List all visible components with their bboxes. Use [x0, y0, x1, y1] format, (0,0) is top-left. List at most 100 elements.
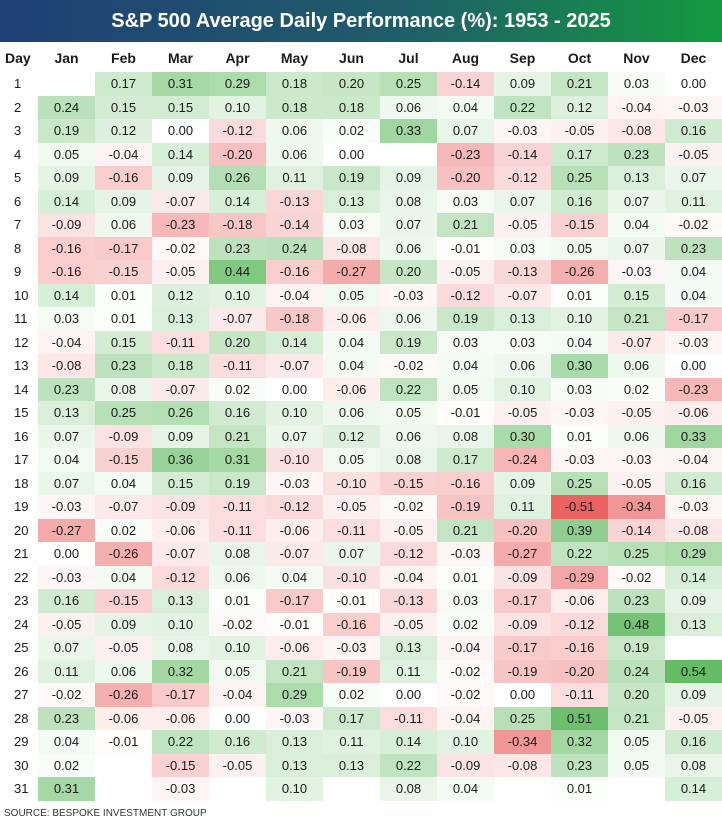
heatmap-cell-apr-26: 0.05: [209, 659, 266, 683]
day-label: 25: [0, 636, 38, 660]
heatmap-cell-jun-2: 0.18: [323, 95, 380, 119]
day-label: 30: [0, 753, 38, 777]
table-row: 21 0.00 -0.26 -0.07 0.08 -0.07 0.07 -0.12 -0.03-…: [0, 542, 722, 566]
table-row: 15 0.13 0.25 0.26 0.16 0.10 0.06 0.05 -0.01 -0.05…: [0, 401, 722, 425]
heatmap-cell-nov-28: 0.21: [608, 706, 665, 730]
heatmap-cell-sep-26: -0.19: [494, 659, 551, 683]
table-row: 27 -0.02 -0.26 -0.17 -0.04 0.29 0.02 0.00 -0.02 0…: [0, 683, 722, 707]
heatmap-cell-jan-24: -0.05: [38, 612, 95, 636]
table-row: 11 0.03 0.01 0.13 -0.07 -0.18 -0.06 0.06 0.19 0.1…: [0, 307, 722, 331]
heatmap-cell-may-17: -0.10: [266, 448, 323, 472]
heatmap-cell-jun-20: -0.11: [323, 518, 380, 542]
heatmap-cell-may-19: -0.12: [266, 495, 323, 519]
heatmap-cell-sep-29: -0.34: [494, 730, 551, 754]
heatmap-cell-oct-4: 0.17: [551, 142, 608, 166]
heatmap-cell-jun-27: 0.02: [323, 683, 380, 707]
heatmap-cell-oct-9: -0.26: [551, 260, 608, 284]
heatmap-cell-jul-12: 0.19: [380, 330, 437, 354]
heatmap-cell-feb-26: 0.06: [95, 659, 152, 683]
table-row: 24 -0.05 0.09 0.10 -0.02 -0.01 -0.16 -0.05 0.02-…: [0, 612, 722, 636]
heatmap-cell-feb-28: -0.06: [95, 706, 152, 730]
heatmap-cell-may-26: 0.21: [266, 659, 323, 683]
heatmap-cell-nov-20: -0.14: [608, 518, 665, 542]
heatmap-cell-oct-8: 0.05: [551, 236, 608, 260]
heatmap-cell-apr-14: 0.02: [209, 377, 266, 401]
heatmap-cell-may-22: 0.04: [266, 565, 323, 589]
heatmap-cell-sep-6: 0.07: [494, 189, 551, 213]
day-label: 18: [0, 471, 38, 495]
heatmap-cell-dec-17: -0.04: [665, 448, 722, 472]
day-label: 20: [0, 518, 38, 542]
heatmap-cell-mar-3: 0.00: [152, 119, 209, 143]
heatmap-cell-dec-14: -0.23: [665, 377, 722, 401]
table-row: 4 0.05 -0.04 0.14 -0.20 0.06 0.00 -0.23 -0.14 0.1…: [0, 142, 722, 166]
table-row: 26 0.11 0.06 0.32 0.05 0.21 -0.19 0.11 -0.02 -0.1…: [0, 659, 722, 683]
heatmap-cell-nov-18: -0.05: [608, 471, 665, 495]
heatmap-cell-oct-1: 0.21: [551, 72, 608, 96]
heatmap-cell-apr-17: 0.31: [209, 448, 266, 472]
heatmap-cell-oct-14: 0.03: [551, 377, 608, 401]
month-header-dec: Dec: [665, 44, 722, 72]
heatmap-cell-sep-4: -0.14: [494, 142, 551, 166]
heatmap-cell-mar-6: -0.07: [152, 189, 209, 213]
heatmap-cell-feb-31: [95, 777, 152, 801]
heatmap-cell-nov-6: 0.07: [608, 189, 665, 213]
heatmap-cell-aug-18: -0.16: [437, 471, 494, 495]
heatmap-cell-jan-9: -0.16: [38, 260, 95, 284]
table-row: 13 -0.08 0.23 0.18 -0.11 -0.07 0.04 -0.02 0.04 0.…: [0, 354, 722, 378]
heatmap-cell-apr-18: 0.19: [209, 471, 266, 495]
heatmap-cell-jan-19: -0.03: [38, 495, 95, 519]
heatmap-cell-aug-16: 0.08: [437, 424, 494, 448]
heatmap-cell-mar-20: -0.06: [152, 518, 209, 542]
heatmap-cell-jul-19: -0.02: [380, 495, 437, 519]
heatmap-cell-dec-16: 0.33: [665, 424, 722, 448]
heatmap-cell-apr-9: 0.44: [209, 260, 266, 284]
heatmap-cell-dec-26: 0.54: [665, 659, 722, 683]
heatmap-cell-aug-29: 0.10: [437, 730, 494, 754]
heatmap-cell-dec-11: -0.17: [665, 307, 722, 331]
heatmap-cell-feb-16: -0.09: [95, 424, 152, 448]
heatmap-cell-nov-11: 0.21: [608, 307, 665, 331]
heatmap-cell-dec-28: -0.05: [665, 706, 722, 730]
day-label: 11: [0, 307, 38, 331]
heatmap-cell-apr-13: -0.11: [209, 354, 266, 378]
heatmap-cell-jan-3: 0.19: [38, 119, 95, 143]
heatmap-cell-nov-8: 0.07: [608, 236, 665, 260]
heatmap-cell-apr-11: -0.07: [209, 307, 266, 331]
heatmap-cell-jan-14: 0.23: [38, 377, 95, 401]
table-row: 5 0.09 -0.16 0.09 0.26 0.11 0.19 0.09 -0.20 -0.12…: [0, 166, 722, 190]
heatmap-cell-jun-30: 0.13: [323, 753, 380, 777]
heatmap-cell-jul-27: 0.00: [380, 683, 437, 707]
heatmap-cell-dec-27: 0.09: [665, 683, 722, 707]
heatmap-cell-jun-28: 0.17: [323, 706, 380, 730]
heatmap-cell-dec-1: 0.00: [665, 72, 722, 96]
table-row: 23 0.16 -0.15 0.13 0.01 -0.17 -0.01 -0.13 0.03 -0…: [0, 589, 722, 613]
heatmap-cell-oct-22: -0.29: [551, 565, 608, 589]
heatmap-cell-sep-23: -0.17: [494, 589, 551, 613]
heatmap-cell-oct-29: 0.32: [551, 730, 608, 754]
month-header-feb: Feb: [95, 44, 152, 72]
heatmap-cell-may-24: -0.01: [266, 612, 323, 636]
heatmap-cell-jun-8: -0.08: [323, 236, 380, 260]
day-label: 5: [0, 166, 38, 190]
heatmap-cell-nov-4: 0.23: [608, 142, 665, 166]
heatmap-cell-feb-22: 0.04: [95, 565, 152, 589]
heatmap-cell-oct-28: 0.51: [551, 706, 608, 730]
heatmap-cell-oct-15: -0.03: [551, 401, 608, 425]
heatmap-cell-mar-30: -0.15: [152, 753, 209, 777]
heatmap-cell-aug-8: -0.01: [437, 236, 494, 260]
heatmap-cell-feb-21: -0.26: [95, 542, 152, 566]
month-header-jun: Jun: [323, 44, 380, 72]
heatmap-cell-oct-13: 0.30: [551, 354, 608, 378]
heatmap-cell-sep-10: -0.07: [494, 283, 551, 307]
heatmap-cell-aug-31: 0.04: [437, 777, 494, 801]
heatmap-cell-dec-29: 0.16: [665, 730, 722, 754]
table-row: 14 0.23 0.08 -0.07 0.02 0.00 -0.06 0.22 0.05 0.10…: [0, 377, 722, 401]
heatmap-cell-feb-23: -0.15: [95, 589, 152, 613]
heatmap-cell-may-18: -0.03: [266, 471, 323, 495]
heatmap-cell-mar-12: -0.11: [152, 330, 209, 354]
heatmap-cell-mar-7: -0.23: [152, 213, 209, 237]
heatmap-cell-apr-7: -0.18: [209, 213, 266, 237]
heatmap-cell-dec-19: -0.03: [665, 495, 722, 519]
heatmap-cell-oct-25: -0.16: [551, 636, 608, 660]
